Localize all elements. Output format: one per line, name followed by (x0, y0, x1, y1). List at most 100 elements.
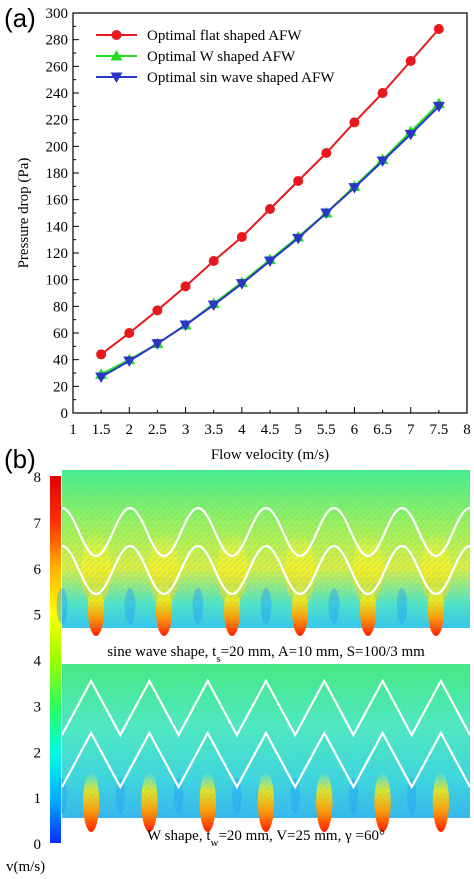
data-point (235, 279, 248, 290)
colorbar-tick-label: 1 (34, 791, 42, 807)
colorbar-tick-label: 7 (34, 516, 42, 532)
data-point (292, 233, 305, 245)
y-tick-label: 20 (53, 379, 68, 395)
data-point (320, 208, 333, 219)
caption-text: =20 mm, V=25 mm, γ =60° (218, 828, 385, 844)
y-tick-label: 280 (46, 33, 69, 49)
legend: Optimal flat shaped AFW Optimal W shaped … (96, 28, 335, 86)
colorbar-tick-label: 2 (34, 745, 42, 761)
data-point (207, 300, 220, 311)
sine-wave-field (56, 470, 471, 636)
x-tick-label: 6 (351, 422, 359, 438)
data-point (265, 204, 275, 214)
series-circle (96, 24, 444, 360)
data-point (124, 328, 135, 338)
y-tick-label: 60 (53, 326, 68, 342)
legend-entry: Optimal sin wave shaped AFW (147, 70, 335, 86)
y-tick-label: 40 (53, 353, 68, 369)
x-tick-label: 3.5 (204, 422, 223, 438)
x-tick-label: 4.5 (261, 422, 280, 438)
colorbar (50, 476, 61, 843)
x-tick-label: 2.5 (148, 422, 167, 438)
data-point (123, 356, 136, 367)
y-tick-label: 220 (46, 113, 69, 129)
data-point (180, 281, 191, 292)
data-point (404, 129, 417, 141)
data-point (432, 101, 445, 113)
x-tick-label: 5 (294, 422, 302, 438)
data-point (179, 320, 192, 331)
y-tick-label: 180 (46, 166, 69, 182)
x-tick-label: 7.5 (429, 422, 448, 438)
w-shape-field (57, 664, 471, 832)
panel-label-a: (a) (4, 3, 36, 33)
data-point (264, 256, 276, 267)
fin-wall-curve (61, 678, 471, 738)
legend-entry: Optimal flat shaped AFW (147, 28, 302, 44)
y-tick-label: 0 (61, 406, 69, 422)
y-tick-label: 240 (46, 86, 69, 102)
x-tick-label: 4 (238, 422, 246, 438)
y-axis-label: Pressure drop (Pa) (16, 158, 32, 269)
fin-wall-curve (61, 730, 471, 790)
x-tick-label: 2 (126, 422, 134, 438)
data-point (293, 176, 304, 186)
fin-wall-curve (61, 544, 471, 596)
data-point (208, 256, 219, 266)
y-tick-label: 120 (46, 246, 69, 262)
field-caption: W shape, tw=20 mm, V=25 mm, γ =60° (147, 828, 385, 849)
colorbar-unit-label: v(m/s) (6, 859, 45, 875)
velocity-vectors (62, 664, 470, 818)
colorbar-tick-label: 0 (34, 837, 42, 853)
y-tick-label: 140 (46, 219, 69, 235)
x-tick-label: 6.5 (373, 422, 392, 438)
data-point (349, 117, 360, 128)
legend-marker (110, 72, 123, 83)
y-tick-label: 160 (46, 193, 69, 209)
x-tick-label: 3 (182, 422, 190, 438)
data-point (376, 156, 389, 167)
series-triangle-down (95, 101, 445, 383)
data-point (433, 24, 444, 34)
y-tick-label: 260 (46, 59, 69, 75)
legend-entry: Optimal W shaped AFW (147, 49, 296, 65)
data-point (152, 305, 163, 316)
legend-marker (110, 50, 123, 61)
data-point (236, 232, 247, 242)
colorbar-tick-label: 4 (34, 654, 42, 670)
series-line (100, 102, 440, 376)
data-point (321, 148, 332, 158)
panel-label-b: (b) (4, 444, 36, 474)
x-tick-label: 8 (463, 422, 471, 438)
x-tick-label: 1 (69, 422, 77, 438)
velocity-vectors (62, 470, 470, 628)
caption-text: W shape, t (147, 828, 211, 844)
fin-wall-curve (61, 506, 471, 558)
data-point (348, 183, 361, 194)
data-point (95, 372, 108, 383)
series-line (100, 105, 440, 378)
y-tick-label: 100 (46, 273, 69, 289)
data-point (377, 88, 388, 98)
series-triangle-up (95, 97, 445, 379)
caption-text: sine wave shape, t (107, 644, 217, 660)
caption-subscript: w (211, 837, 219, 849)
x-tick-label: 7 (407, 422, 415, 438)
caption-text: =20 mm, A=10 mm, S=100/3 mm (221, 644, 425, 660)
y-tick-label: 300 (46, 6, 69, 22)
x-axis-label: Flow velocity (m/s) (211, 447, 329, 463)
pressure-drop-chart: (a)1 1.5 2 2.5 3 3.5 4 4.5 5 5.5 6 6.5 7 7.5 802040608… (4, 3, 471, 463)
legend-marker (111, 30, 122, 40)
colorbar-tick-label: 3 (34, 699, 42, 715)
y-tick-label: 200 (46, 139, 69, 155)
x-tick-label: 5.5 (317, 422, 336, 438)
data-point (96, 349, 107, 360)
colorbar-tick-label: 6 (34, 562, 42, 578)
y-tick-label: 80 (53, 299, 68, 315)
colorbar-tick-label: 5 (34, 608, 42, 624)
colorbar-tick-label: 8 (34, 470, 42, 486)
x-tick-label: 1.5 (92, 422, 111, 438)
data-point (151, 339, 164, 350)
